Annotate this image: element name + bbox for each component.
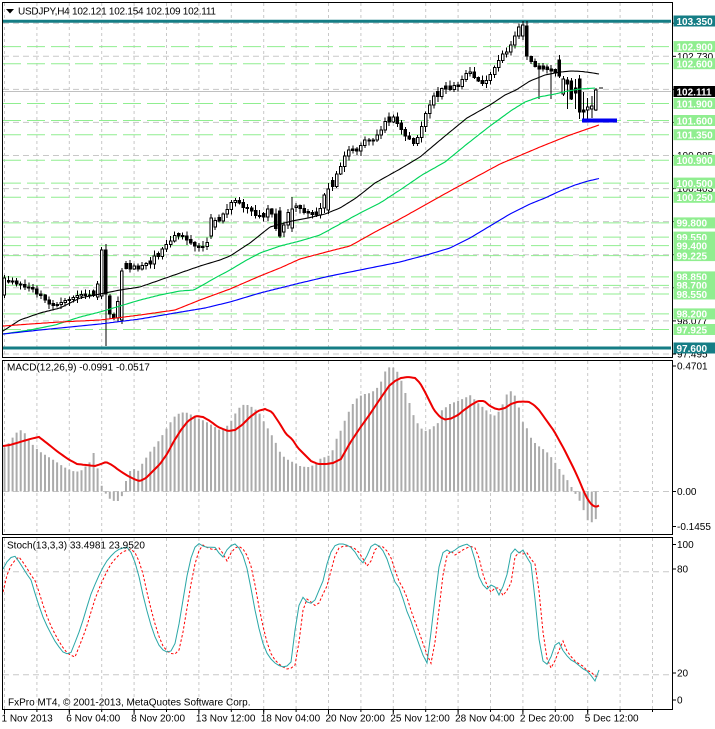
svg-text:99.400: 99.400: [677, 241, 708, 252]
svg-text:103.350: 103.350: [677, 17, 714, 28]
svg-text:13 Nov 12:00: 13 Nov 12:00: [196, 714, 256, 725]
svg-text:100.403: 100.403: [677, 184, 714, 195]
svg-text:20 Nov 20:00: 20 Nov 20:00: [326, 714, 386, 725]
svg-text:101.350: 101.350: [677, 131, 714, 142]
svg-text:102.900: 102.900: [677, 42, 714, 53]
svg-text:100.500: 100.500: [677, 179, 714, 190]
svg-text:MACD(12,26,9) -0.0991 -0.0517: MACD(12,26,9) -0.0991 -0.0517: [7, 363, 150, 374]
svg-text:Stoch(13,3,3) 33.4981 23.9520: Stoch(13,3,3) 33.4981 23.9520: [7, 541, 145, 552]
svg-text:98.550: 98.550: [677, 290, 708, 301]
svg-text:102.111: 102.111: [677, 87, 712, 98]
svg-text:25 Nov 12:00: 25 Nov 12:00: [390, 714, 450, 725]
svg-text:99.550: 99.550: [677, 233, 708, 244]
svg-text:1 Nov 2013: 1 Nov 2013: [2, 714, 54, 725]
svg-text:102.730: 102.730: [677, 52, 714, 63]
svg-text:99.800: 99.800: [677, 219, 708, 230]
svg-text:28 Nov 04:00: 28 Nov 04:00: [455, 714, 515, 725]
svg-text:8 Nov 20:00: 8 Nov 20:00: [131, 714, 185, 725]
svg-text:20: 20: [677, 669, 689, 680]
svg-text:100: 100: [677, 540, 694, 551]
svg-text:101.600: 101.600: [677, 116, 714, 127]
svg-text:100.900: 100.900: [677, 156, 714, 167]
svg-text:100.250: 100.250: [677, 193, 714, 204]
svg-text:0: 0: [677, 696, 683, 707]
svg-text:98.200: 98.200: [677, 310, 708, 321]
svg-text:99.225: 99.225: [677, 251, 708, 262]
svg-text:6 Nov 04:00: 6 Nov 04:00: [66, 714, 120, 725]
svg-text:0.4701: 0.4701: [677, 362, 708, 373]
svg-text:102.600: 102.600: [677, 60, 714, 71]
svg-text:80: 80: [677, 565, 689, 576]
svg-text:18 Nov 04:00: 18 Nov 04:00: [261, 714, 321, 725]
svg-text:-0.1455: -0.1455: [677, 522, 711, 533]
svg-text:98.850: 98.850: [677, 273, 708, 284]
svg-text:FxPro MT4, © 2001-2013, MetaQu: FxPro MT4, © 2001-2013, MetaQuotes Softw…: [8, 698, 250, 709]
svg-text:0.00: 0.00: [677, 487, 697, 498]
svg-text:97.925: 97.925: [677, 325, 708, 336]
svg-text:USDJPY,H4 102.121 102.154 102: USDJPY,H4 102.121 102.154 102.109 102.11…: [18, 7, 216, 18]
svg-text:98.700: 98.700: [677, 281, 708, 292]
svg-text:98.077: 98.077: [677, 316, 708, 327]
svg-text:97.600: 97.600: [677, 344, 708, 355]
svg-text:101.900: 101.900: [677, 99, 714, 110]
svg-text:97.495: 97.495: [677, 350, 708, 361]
svg-text:5 Dec 12:00: 5 Dec 12:00: [585, 714, 639, 725]
svg-text:2 Dec 20:00: 2 Dec 20:00: [520, 714, 574, 725]
